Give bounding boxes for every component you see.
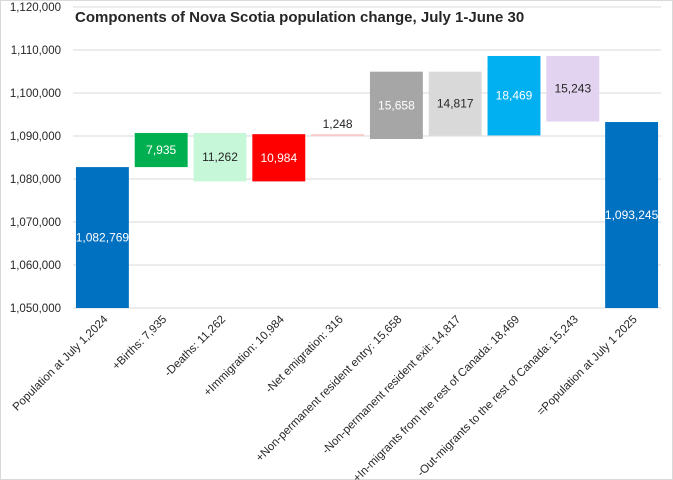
data-label: 18,469 xyxy=(496,89,533,103)
x-category-label: +Births: 7,935 xyxy=(110,314,169,373)
bar-decrease xyxy=(428,71,482,136)
x-category-label: Population at July 1,2024 xyxy=(11,313,111,413)
chart-title: Components of Nova Scotia population cha… xyxy=(75,9,524,26)
x-category-label: -Deaths: 11,262 xyxy=(162,314,228,380)
x-axis-categories: Population at July 1,2024 +Births: 7,935-… xyxy=(11,313,640,480)
bar-decrease xyxy=(193,132,247,182)
data-labels: 1,082,769 7,935 11,262 10,984 1,248 15,658 14,… xyxy=(76,82,659,245)
bar-decrease xyxy=(311,134,365,137)
y-tick-label: 1,080,000 xyxy=(10,174,61,186)
bar-total xyxy=(605,122,659,308)
data-label: 7,935 xyxy=(146,143,176,157)
data-label: 15,243 xyxy=(554,82,591,96)
y-tick-label: 1,120,000 xyxy=(10,2,61,14)
bar-increase xyxy=(134,132,188,168)
bar-increase xyxy=(487,55,541,136)
data-label: 14,817 xyxy=(437,97,474,111)
y-tick-label: 1,090,000 xyxy=(10,131,61,143)
bar-decrease xyxy=(546,55,600,122)
data-label: 11,262 xyxy=(202,150,238,164)
data-label: 1,082,769 xyxy=(76,231,130,245)
y-axis-ticks: 1,050,000 1,060,000 1,070,000 1,080,000 1,09… xyxy=(10,2,61,315)
y-tick-label: 1,110,000 xyxy=(11,45,61,57)
y-tick-label: 1,070,000 xyxy=(10,217,61,229)
y-tick-label: 1,050,000 xyxy=(10,303,61,315)
bar-increase xyxy=(252,134,306,182)
x-category-label: =Population at July 1 2025 xyxy=(535,314,640,419)
bars xyxy=(75,55,659,308)
y-tick-label: 1,100,000 xyxy=(10,88,61,100)
bar-increase xyxy=(369,71,423,140)
data-label: 10,984 xyxy=(260,151,297,165)
data-label: 1,248 xyxy=(323,117,353,131)
data-label: 1,093,245 xyxy=(605,208,659,222)
y-tick-label: 1,060,000 xyxy=(10,260,61,272)
bar-total xyxy=(75,167,129,308)
data-label: 15,658 xyxy=(378,98,415,112)
